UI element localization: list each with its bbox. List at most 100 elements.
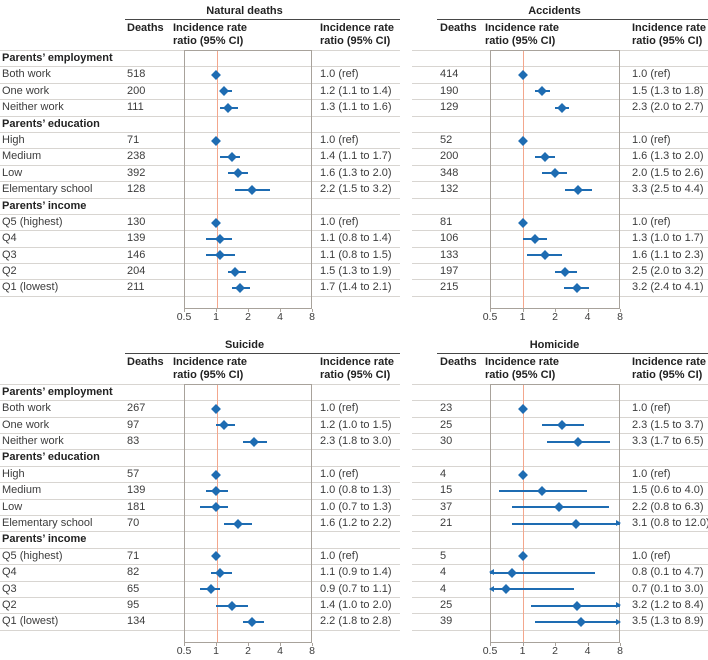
plot-cell [485,117,628,132]
row-segment-left: Q3 146 1.1 (0.8 to 1.5) [0,246,400,263]
plot-cell [485,467,628,482]
irr-text: 1.0 (ref) [632,133,671,146]
irr-text: 1.2 (1.0 to 1.5) [320,418,392,431]
plot-cell [173,231,318,246]
deaths-value: 267 [127,402,146,415]
forest-plot-row-strip [184,264,312,279]
irr-text: 1.0 (ref) [632,402,671,415]
row-label: Elementary school [2,516,93,529]
x-axis-tick [490,308,491,312]
forest-plot-row-strip [184,149,312,164]
deaths-value: 215 [440,281,459,294]
panel-title-rule: Suicide [125,337,400,354]
forest-plot-row-strip [490,549,620,564]
plot-cell [485,500,628,515]
title-seg-right: Homicide [412,337,708,354]
row-segment-left: Parents’ education [0,115,400,132]
x-axis-tick [184,642,185,646]
plot-cell [173,614,318,629]
forest-plot-row-strip [490,182,620,197]
plot-cell [173,401,318,416]
point-estimate-marker [536,485,547,496]
row-label: Q1 (lowest) [2,615,59,628]
empty-cell [125,117,173,132]
row-segment-left: Parents’ employment [0,383,400,400]
irr-text-column-header: Incidence rate ratio (95% CI) [320,22,394,47]
forest-plot-row-strip [184,598,312,613]
row-label: Low [2,500,23,513]
row-label: Neither work [2,435,64,448]
reference-line [523,384,524,642]
point-estimate-marker [232,518,243,529]
row-segment-right: 25 2.3 (1.5 to 3.7) [412,416,708,433]
row-label: Q5 (highest) [2,215,63,228]
row-segment-right: 81 1.0 (ref) [412,213,708,230]
empty-cell [318,385,400,400]
group-header-row: Parents’ employment [0,50,708,66]
column-headers-row: Deaths Incidence rate ratio (95% CI) Inc… [0,20,708,50]
irr-text: 1.0 (ref) [632,467,671,480]
plot-cell [173,215,318,230]
irr-text: 0.7 (0.1 to 3.0) [632,582,704,595]
table-row: Neither work 83 2.3 (1.8 to 3.0) 30 3.3 (1.7… [0,433,708,449]
group-label: Parents’ employment [2,52,113,64]
group-header-row: Parents’ education [0,115,708,132]
irr-text: 1.0 (ref) [320,549,359,562]
point-estimate-marker [219,86,230,97]
empty-cell [628,532,708,547]
forest-plot-row-strip [184,614,312,629]
ci-clipped-arrow-right-icon [616,520,621,527]
forest-plot-row-strip [184,483,312,498]
x-axis-tick-label: 2 [245,644,251,657]
row-segment-left: One work 200 1.2 (1.1 to 1.4) [0,82,400,99]
x-axis-tick-label: 1 [213,644,219,657]
x-axis-tick-label: 8 [309,310,315,323]
empty-cell [628,385,708,400]
row-label: One work [2,84,50,97]
forest-plot-row-strip [490,149,620,164]
row-segment-right: 4 0.8 (0.1 to 4.7) [412,564,708,580]
table-row: Medium 238 1.4 (1.1 to 1.7) 200 1.6 (1.3 to … [0,148,708,164]
x-axis-tick-label: 8 [309,644,315,657]
x-axis-tick [280,642,281,646]
deaths-value: 200 [127,84,146,97]
irr-text: 0.8 (0.1 to 4.7) [632,566,704,579]
empty-cell [628,51,708,66]
point-estimate-marker [536,86,547,97]
row-label: Q1 (lowest) [2,281,59,294]
irr-text: 1.4 (1.0 to 2.0) [320,598,392,611]
plot-cell [485,450,628,465]
group-header-row: Parents’ income [0,531,708,547]
row-label: High [2,133,25,146]
plot-frame [490,383,620,643]
table-row: Elementary school 70 1.6 (1.2 to 2.2) 21 3.1… [0,514,708,531]
plot-cell [173,199,318,214]
confidence-interval-line [512,522,620,525]
title-seg-right: Accidents [412,3,708,20]
empty-cell [412,450,485,465]
point-estimate-marker [572,283,582,294]
irr-text: 3.2 (2.4 to 4.1) [632,281,704,294]
irr-text: 1.0 (ref) [320,68,359,81]
irr-text: 2.2 (0.8 to 6.3) [632,500,704,513]
forest-plot-row-strip [184,280,312,295]
irr-text: 1.1 (0.9 to 1.4) [320,566,392,579]
irr-text: 3.1 (0.8 to 12.0) [632,516,708,529]
forest-plot-row-strip [489,582,620,597]
empty-cell [125,450,173,465]
row-segment-left: Q1 (lowest) 134 2.2 (1.8 to 2.8) [0,613,400,629]
table-row: Q5 (highest) 130 1.0 (ref) 81 1.0 (ref) [0,213,708,230]
deaths-value: 129 [440,101,459,114]
plot-cell [485,149,628,164]
forest-plot-row-strip [490,166,620,181]
plot-cell [485,549,628,564]
forest-plot-row-strip [490,434,620,449]
plot-cell [485,582,628,597]
plot-cell [485,385,628,400]
forest-plot-row-strip [184,182,312,197]
row-segment-right: 4 1.0 (ref) [412,465,708,482]
row-segment-right [412,531,708,547]
point-estimate-marker [517,217,528,228]
x-axis-tick [620,308,621,312]
row-label: Neither work [2,101,64,114]
